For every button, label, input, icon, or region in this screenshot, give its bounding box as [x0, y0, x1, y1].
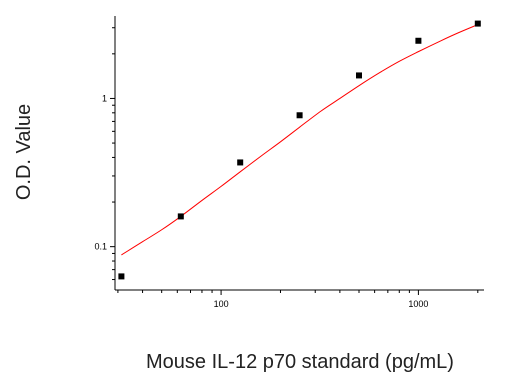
data-point [356, 72, 362, 79]
data-point [474, 20, 481, 27]
fit-curve-line [121, 24, 478, 256]
data-points-layer [118, 20, 481, 280]
tick-marks [110, 27, 479, 295]
x-tick-label: 1000 [408, 299, 428, 309]
y-axis-title: O.D. Value [13, 104, 35, 200]
y-tick-label: 0.1 [94, 242, 107, 252]
x-axis-title: Mouse IL-12 p70 standard (pg/mL) [146, 351, 454, 373]
axes [114, 16, 484, 291]
data-point [296, 112, 303, 119]
y-tick-label: 1 [102, 93, 107, 103]
tick-labels: 100 1000 0.1 1 [94, 93, 428, 309]
x-tick-label: 100 [214, 299, 229, 309]
fit-curve-layer [121, 24, 478, 256]
data-point [118, 273, 125, 280]
data-point [237, 159, 244, 166]
data-point [415, 37, 422, 44]
data-point [177, 213, 184, 220]
